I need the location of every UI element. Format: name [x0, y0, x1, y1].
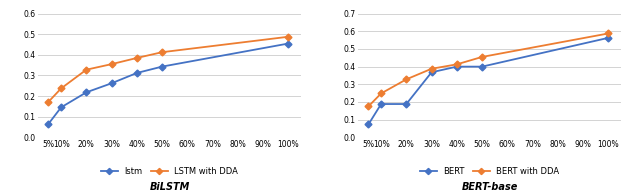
BERT — [428, 71, 435, 74]
BERT with DDA — [377, 92, 385, 95]
BERT — [604, 37, 612, 39]
Text: BERT-base: BERT-base — [461, 182, 518, 192]
BERT — [377, 103, 385, 105]
Line: LSTM with DDA: LSTM with DDA — [46, 34, 291, 104]
lstm — [45, 123, 52, 125]
Legend: BERT, BERT with DDA: BERT, BERT with DDA — [417, 164, 563, 179]
LSTM with DDA — [83, 69, 90, 71]
Text: BiLSTM: BiLSTM — [149, 182, 190, 192]
BERT — [403, 103, 410, 105]
Line: lstm: lstm — [46, 41, 291, 126]
lstm — [158, 65, 166, 68]
BERT with DDA — [453, 63, 461, 65]
BERT — [365, 123, 372, 125]
BERT — [478, 65, 486, 68]
BERT with DDA — [403, 78, 410, 81]
BERT with DDA — [604, 32, 612, 35]
Legend: lstm, LSTM with DDA: lstm, LSTM with DDA — [98, 164, 241, 179]
LSTM with DDA — [284, 36, 292, 38]
lstm — [133, 72, 141, 74]
lstm — [284, 42, 292, 45]
LSTM with DDA — [45, 101, 52, 103]
Line: BERT: BERT — [366, 35, 611, 127]
BERT with DDA — [428, 68, 435, 70]
LSTM with DDA — [108, 63, 115, 65]
lstm — [108, 82, 115, 84]
BERT — [453, 65, 461, 68]
BERT with DDA — [478, 56, 486, 58]
lstm — [57, 106, 65, 109]
LSTM with DDA — [133, 57, 141, 59]
Line: BERT with DDA: BERT with DDA — [366, 31, 611, 109]
BERT with DDA — [365, 105, 372, 108]
LSTM with DDA — [57, 87, 65, 90]
lstm — [83, 91, 90, 93]
LSTM with DDA — [158, 51, 166, 53]
